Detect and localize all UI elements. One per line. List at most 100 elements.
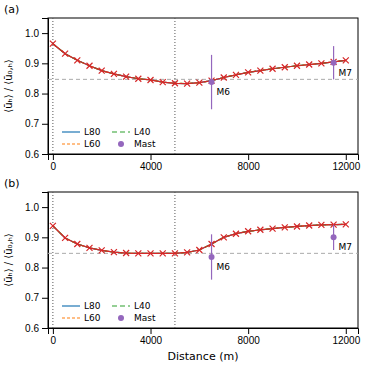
panel: 040008000120000.60.70.80.91.0M6M7(b)Dist… [3, 177, 361, 363]
tick-mark [151, 154, 152, 160]
mast-point [209, 254, 215, 260]
tick-mark [42, 94, 48, 95]
axis-domain [49, 329, 359, 335]
reference-hline [48, 79, 358, 80]
axis-domain [42, 19, 49, 155]
marker-x [306, 62, 312, 68]
tick: 0 [51, 328, 57, 346]
tick: 1.0 [25, 202, 48, 213]
marker-x [343, 57, 349, 63]
marker-x [221, 75, 227, 81]
marker-x [74, 57, 80, 63]
series-line [53, 224, 346, 253]
tick-label: 1.0 [25, 28, 39, 39]
point-label: M6 [217, 87, 231, 97]
series-line [53, 44, 346, 84]
legend-label: L40 [134, 127, 151, 137]
legend-item: L40 [112, 301, 151, 311]
legend-item: Mast [118, 313, 156, 323]
tick-label: 8000 [238, 335, 261, 346]
plot-frame [48, 192, 358, 328]
marker-x [294, 223, 300, 229]
marker-x [99, 247, 105, 253]
marker-x [270, 66, 276, 72]
tick-label: 0.7 [25, 118, 39, 129]
tick: 0.6 [25, 323, 48, 334]
marker-x [172, 250, 178, 256]
point-label: M7 [339, 68, 353, 78]
panel-label: (a) [4, 3, 19, 16]
tick: 0.7 [25, 118, 48, 129]
marker-x [306, 223, 312, 229]
tick: 0.7 [25, 292, 48, 303]
tick: 0.9 [25, 232, 48, 243]
series-line [53, 44, 346, 84]
marker-x [282, 224, 288, 230]
tick-mark [346, 328, 347, 334]
tick: 8000 [238, 154, 261, 172]
series-line [53, 224, 346, 253]
reference-vline [174, 18, 175, 154]
marker-x [184, 249, 190, 255]
marker-x [135, 250, 141, 256]
legend-label: Mast [134, 313, 156, 323]
tick: 0.9 [25, 58, 48, 69]
tick-label: 0.6 [25, 323, 39, 334]
tick: 0.6 [25, 149, 48, 160]
tick-mark [151, 328, 152, 334]
tick-mark [248, 154, 249, 160]
mast-point [331, 234, 337, 240]
tick-label: 0.9 [25, 58, 39, 69]
marker-x [221, 234, 227, 240]
y-axis-title: ⟨ūₕ⟩ / ⟨ū₀,ₕ⟩ [3, 59, 14, 112]
legend-swatch [112, 131, 130, 132]
reference-vline [174, 192, 175, 328]
marker-x [86, 63, 92, 69]
marker-x [148, 250, 154, 256]
legend-label: L80 [84, 301, 101, 311]
series-line [53, 44, 346, 84]
x-axis: 04000800012000 [49, 328, 361, 346]
tick-mark [53, 154, 54, 160]
marker-x [50, 223, 56, 229]
series-line [53, 224, 346, 253]
legend-swatch [62, 131, 80, 132]
tick-label: 12000 [332, 335, 360, 346]
tick-label: 0 [51, 161, 57, 172]
tick: 12000 [332, 328, 360, 346]
plot-frame [48, 18, 358, 154]
chart: 0 4000 8000 12000 0.6 0.7 0.8 0.9 1.0 M6 M7 (a) ⟨ūₕ⟩… [0, 0, 368, 379]
marker-x [62, 235, 68, 241]
tick-label: 4000 [140, 161, 163, 172]
tick: 8000 [238, 328, 261, 346]
marker-x [282, 64, 288, 70]
tick-mark [42, 63, 48, 64]
marker-x [148, 77, 154, 83]
tick-label: 0.9 [25, 232, 39, 243]
marker-x [270, 226, 276, 232]
marker-x [245, 228, 251, 234]
legend-swatch [62, 317, 80, 318]
tick-label: 0.8 [25, 262, 39, 273]
reference-vline [52, 18, 53, 154]
marker-x [50, 41, 56, 47]
reference-vline [52, 192, 53, 328]
tick-mark [42, 328, 48, 329]
legend-item: L40 [112, 127, 151, 137]
marker-x [318, 222, 324, 228]
point-label: M7 [339, 242, 353, 252]
plot-area [48, 18, 358, 154]
tick: 1.0 [25, 28, 48, 39]
legend-swatch [118, 315, 124, 321]
tick-mark [42, 33, 48, 34]
annotations: M6 M7 [217, 68, 353, 97]
legend-item: L60 [62, 139, 101, 149]
tick: 4000 [140, 154, 163, 172]
y-axis: 0.6 0.7 0.8 0.9 1.0 [25, 193, 48, 334]
legend-item: L60 [62, 313, 101, 323]
marker-x [111, 71, 117, 77]
tick-mark [248, 328, 249, 334]
tick: 0.8 [25, 262, 48, 273]
mast-point [331, 60, 337, 66]
reference-hline [48, 253, 358, 254]
